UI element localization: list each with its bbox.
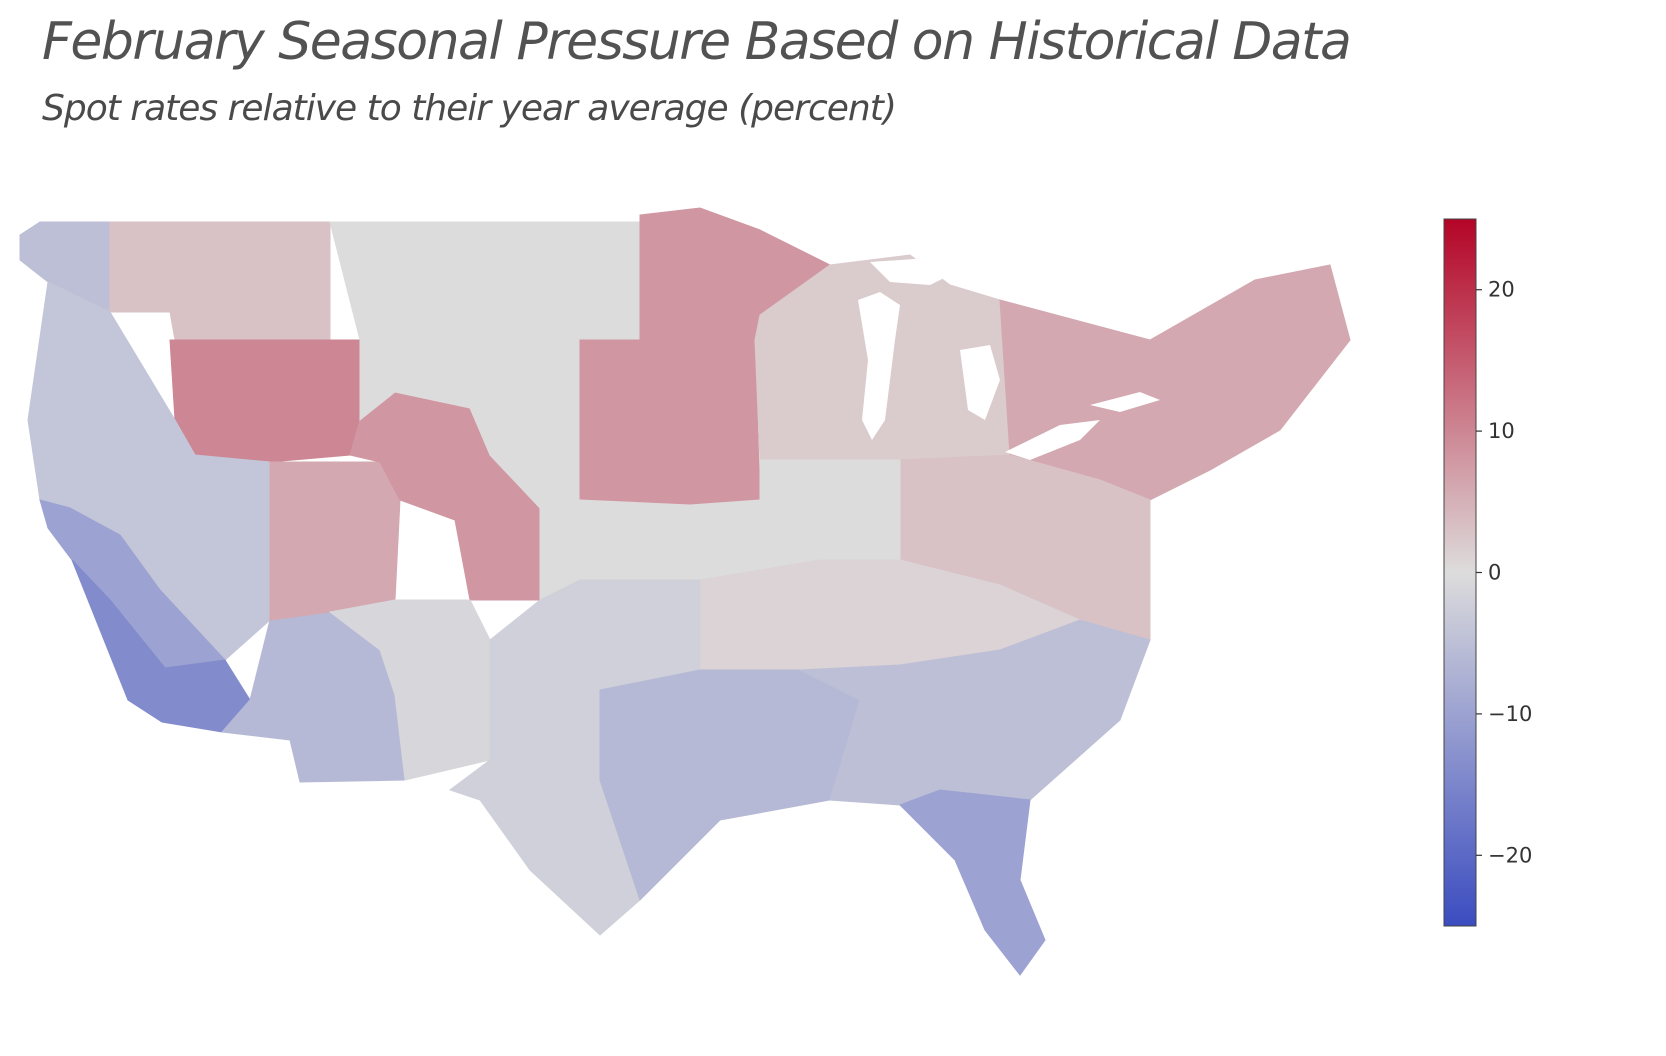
lake bbox=[870, 258, 960, 285]
lake bbox=[858, 292, 900, 440]
colorbar-gradient bbox=[1443, 218, 1477, 927]
map-region bbox=[798, 619, 1151, 806]
lake bbox=[1090, 392, 1160, 412]
chart-title: February Seasonal Pressure Based on Hist… bbox=[42, 12, 1352, 72]
chart-subtitle: Spot rates relative to their year averag… bbox=[42, 88, 897, 129]
colorbar-tick-label: −10 bbox=[1488, 702, 1532, 726]
lake bbox=[1005, 420, 1100, 460]
colorbar-tick-label: −20 bbox=[1488, 843, 1532, 867]
us-choropleth-map bbox=[19, 207, 1351, 976]
map-region bbox=[899, 789, 1046, 976]
colorbar-tick-label: 0 bbox=[1488, 561, 1501, 585]
lake bbox=[960, 345, 1000, 420]
colorbar-tick-label: 20 bbox=[1488, 278, 1515, 302]
colorbar-tick-label: 10 bbox=[1488, 419, 1515, 443]
map-region bbox=[579, 207, 831, 506]
